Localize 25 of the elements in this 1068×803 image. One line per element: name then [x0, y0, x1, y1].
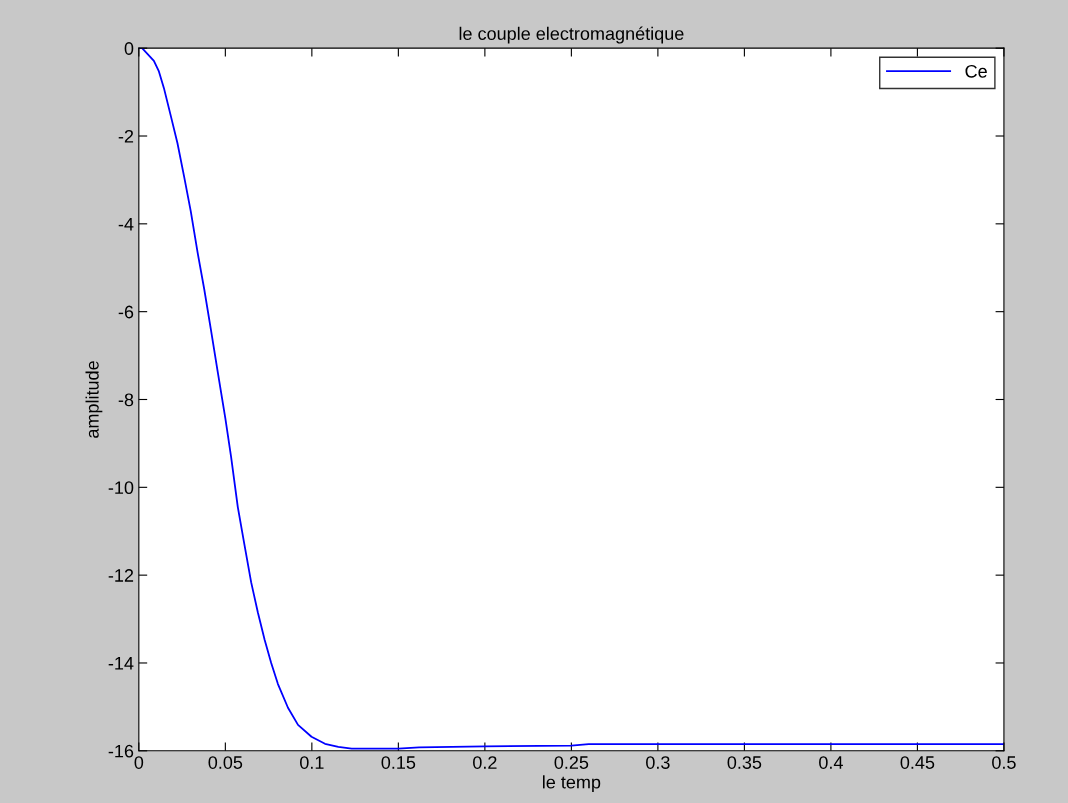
x-tick-label: 0.15: [381, 756, 416, 769]
y-tick-label: -6: [118, 305, 134, 319]
y-tick-label: -8: [118, 393, 134, 407]
x-tick-label: 0.1: [300, 756, 324, 769]
x-tick-label: 0: [134, 756, 144, 769]
y-tick-label: -10: [108, 481, 134, 495]
y-tick-label: -2: [118, 129, 134, 143]
x-tick-label: 0.05: [208, 756, 243, 769]
y-tick-label: -12: [108, 569, 134, 582]
line-series: [138, 48, 1004, 750]
x-tick-label: 0.35: [727, 756, 762, 769]
y-tick-label: 0: [124, 42, 134, 55]
x-axis-title: le temp: [542, 775, 601, 793]
y-tick-label: -16: [108, 744, 134, 758]
x-tick-label: 0.3: [646, 756, 670, 769]
chart-title: le couple electromagnétique: [459, 26, 684, 44]
y-tick-label: -14: [108, 657, 134, 670]
x-tick-label: 0.2: [473, 756, 497, 769]
x-tick-label: 0.45: [900, 756, 935, 769]
y-axis-title: amplitude: [85, 361, 103, 438]
x-tick-label: 0.25: [554, 756, 589, 769]
x-tick-label: 0.5: [992, 756, 1016, 769]
y-tick-label: -4: [118, 217, 134, 231]
x-tick-label: 0.4: [819, 756, 843, 769]
legend-label: Ce: [965, 64, 987, 78]
